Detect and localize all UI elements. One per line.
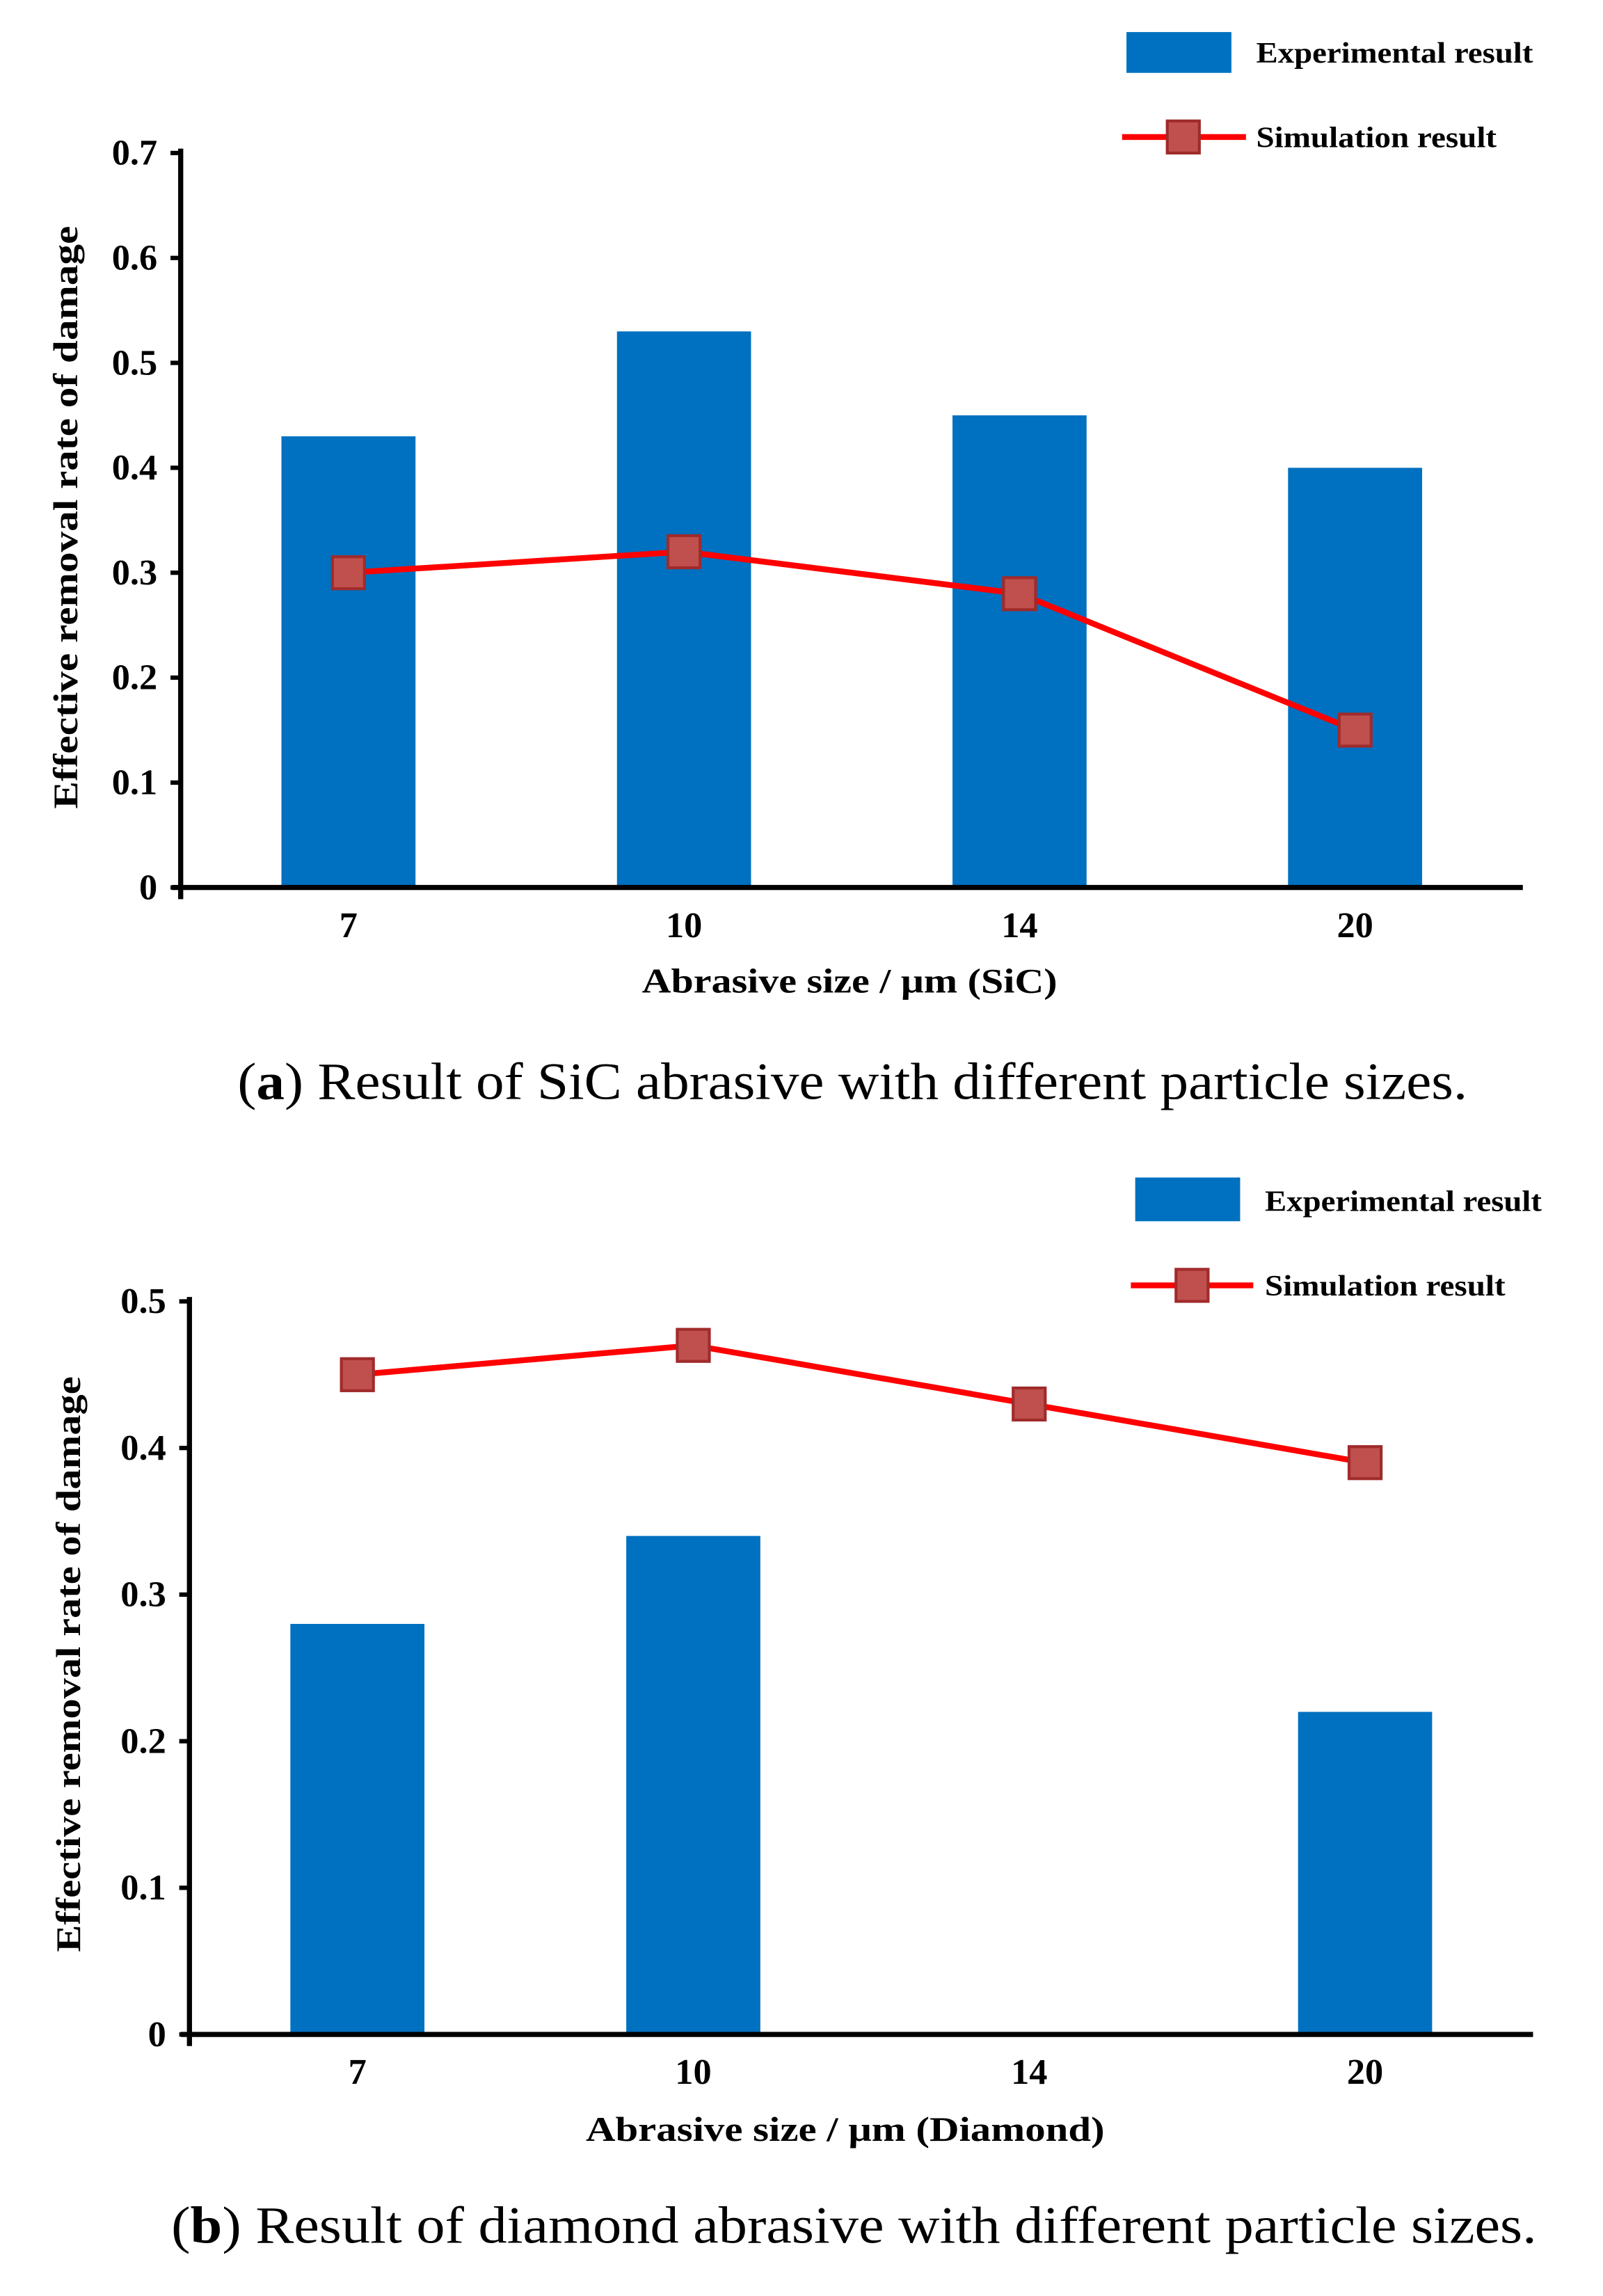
line-simulation-result	[357, 1342, 1366, 1466]
bar-experimental-result-20	[1288, 468, 1423, 888]
bar-experimental-result-20	[1298, 1712, 1433, 2035]
bar-experimental-result-7	[290, 1624, 425, 2035]
y-tick-label: 0.2	[112, 657, 157, 698]
marker-simulation-result-20	[1347, 1445, 1383, 1481]
chart-panel-a: 0 0.1 0.2 0.3 0.4 0.5 0.6 0.7 7 10 14 20 Experimenta…	[46, 32, 1533, 1110]
marker-simulation-result-10	[676, 1328, 711, 1363]
y-tick-label: 0	[148, 2014, 166, 2055]
caption-open-paren: (	[237, 1053, 256, 1110]
legend-swatch-experimental-result	[1126, 32, 1231, 73]
marker-simulation-result-7	[340, 1357, 375, 1392]
y-tick-label: 0.5	[120, 1281, 166, 1321]
legend-label-simulation-result: Simulation result	[1256, 122, 1497, 154]
marker-simulation-result-14	[1012, 1386, 1047, 1422]
bars-experimental-result	[290, 1536, 1433, 2035]
figure-caption: (a) Result of SiC abrasive with different…	[237, 1053, 1467, 1110]
x-tick-label: 14	[1011, 2052, 1047, 2092]
legend-label-simulation-result: Simulation result	[1265, 1270, 1506, 1302]
caption-panel-label: b	[191, 2197, 223, 2255]
axes: 0 0.1 0.2 0.3 0.4 0.5 7 10 14 20	[120, 1281, 1533, 2092]
y-tick-label: 0.4	[120, 1428, 166, 1468]
caption-panel-label: a	[256, 1053, 285, 1110]
y-tick-label: 0.1	[112, 763, 157, 803]
series-simulation-result	[330, 534, 1373, 748]
x-tick-label: 20	[1337, 905, 1373, 946]
x-tick-label: 14	[1001, 905, 1037, 946]
bars-experimental-result	[281, 331, 1423, 888]
y-tick-label: 0.2	[120, 1721, 166, 1761]
x-tick-label: 20	[1347, 2052, 1383, 2092]
marker-simulation-result-20	[1337, 712, 1373, 748]
x-tick-label: 7	[340, 905, 358, 946]
legend-label-experimental-result: Experimental result	[1256, 38, 1533, 70]
y-axis-title: Effective removal rate of damage	[46, 226, 85, 809]
x-axis-title: Abrasive size / μm (Diamond)	[586, 2110, 1105, 2148]
y-tick-label: 0.3	[120, 1574, 166, 1615]
y-tick-label: 0	[139, 867, 157, 907]
bar-experimental-result-10	[626, 1536, 760, 2035]
bar-experimental-result-10	[616, 331, 751, 888]
marker-simulation-result-10	[666, 534, 702, 570]
axes: 0 0.1 0.2 0.3 0.4 0.5 0.6 0.7 7 10 14 20	[112, 133, 1523, 946]
bar-experimental-result-7	[281, 436, 416, 888]
y-tick-label: 0.1	[120, 1867, 166, 1908]
caption-close-paren: )	[222, 2197, 241, 2255]
caption-text: Result of SiC abrasive with different pa…	[317, 1053, 1467, 1110]
bar-experimental-result-14	[952, 415, 1087, 888]
line-simulation-result	[348, 548, 1357, 733]
marker-simulation-result-7	[330, 555, 366, 591]
x-tick-label: 10	[666, 905, 702, 946]
figure-caption: (b) Result of diamond abrasive with diffe…	[171, 2197, 1537, 2255]
y-tick-label: 0.6	[112, 237, 157, 278]
marker-simulation-result-14	[1002, 576, 1037, 612]
x-tick-label: 10	[675, 2052, 711, 2092]
y-axis-title: Effective removal rate of damage	[49, 1376, 88, 1952]
legend: Experimental result Simulation result	[1131, 1177, 1542, 1303]
legend-label-experimental-result: Experimental result	[1265, 1186, 1542, 1218]
y-tick-label: 0.5	[112, 342, 157, 383]
legend: Experimental result Simulation result	[1122, 32, 1533, 155]
caption-text: Result of diamond abrasive with differen…	[255, 2197, 1536, 2255]
x-tick-label: 7	[349, 2052, 367, 2092]
y-tick-label: 0.7	[112, 133, 157, 173]
x-axis-title: Abrasive size / μm (SiC)	[642, 961, 1058, 1000]
series-simulation-result	[340, 1328, 1383, 1481]
legend-swatch-experimental-result	[1135, 1177, 1241, 1222]
caption-close-paren: )	[285, 1053, 303, 1110]
y-tick-label: 0.3	[112, 552, 157, 593]
chart-panel-b: 0 0.1 0.2 0.3 0.4 0.5 7 10 14 20 Experimental resu…	[49, 1177, 1542, 2255]
legend-marker-simulation-result	[1174, 1268, 1210, 1303]
legend-marker-simulation-result	[1165, 119, 1201, 155]
caption-open-paren: (	[171, 2197, 190, 2255]
y-tick-label: 0.4	[112, 447, 157, 488]
